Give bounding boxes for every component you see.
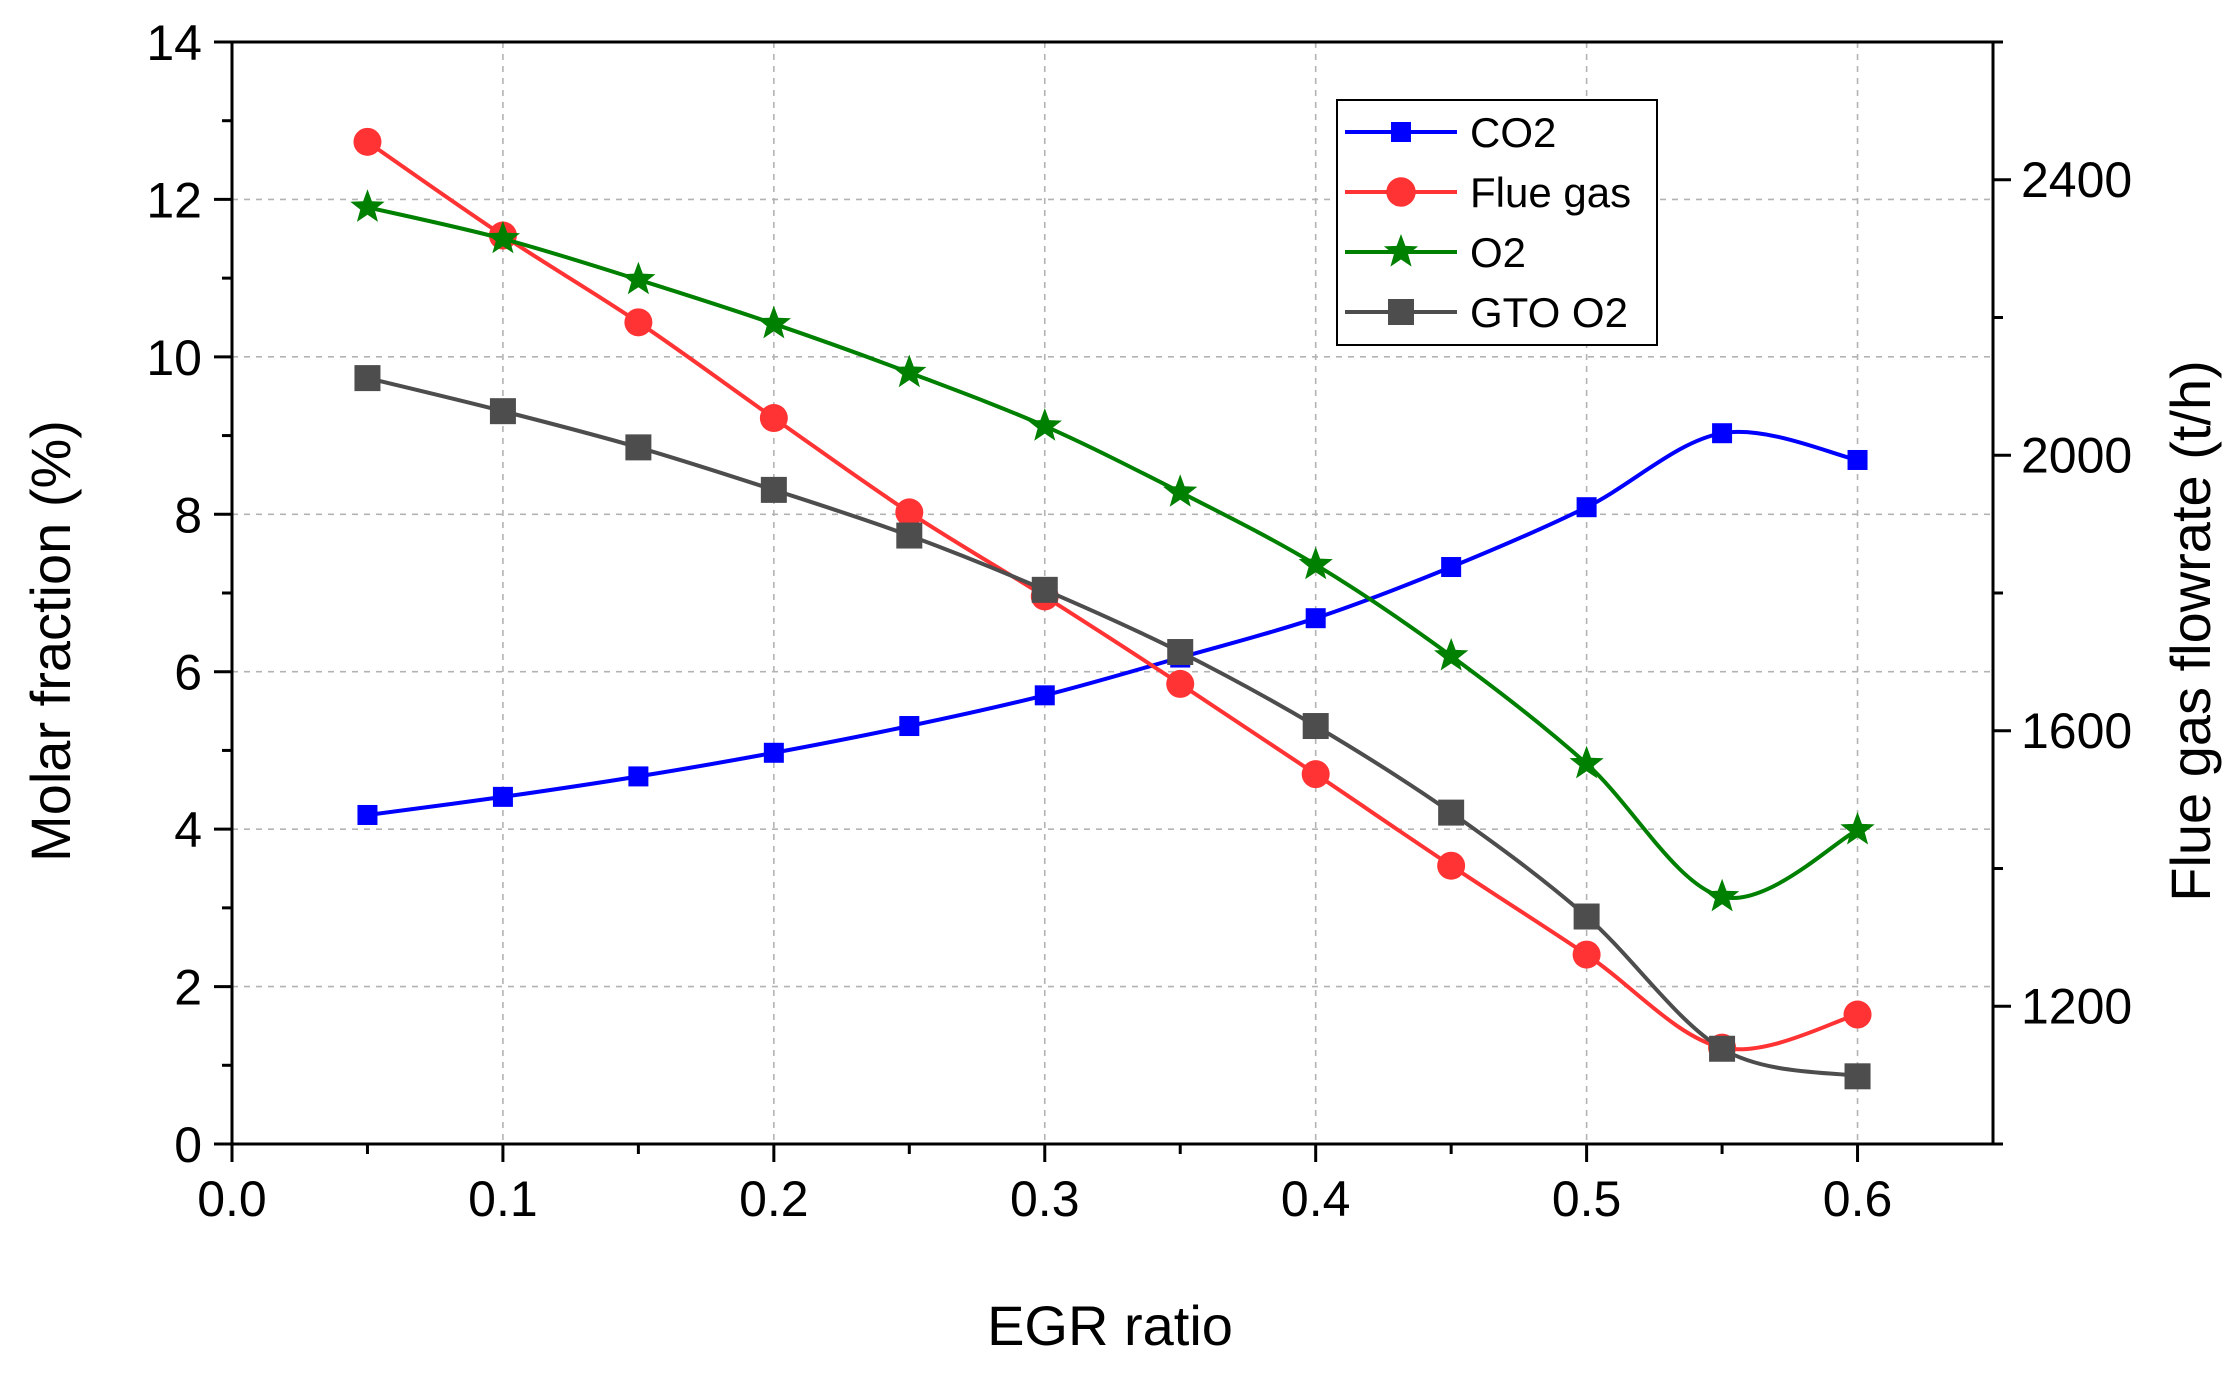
data-point-flue-gas [1572, 940, 1601, 969]
data-point-o2 [892, 354, 927, 388]
data-point-gto-o2 [760, 476, 787, 503]
data-point-flue-gas [624, 308, 653, 337]
data-point-gto-o2 [1167, 639, 1194, 666]
x-tick-label: 0.1 [468, 1171, 538, 1227]
axes-layer: 0.0 0.1 0.2 0.3 0.4 0.5 0.6 0 2 4 6 8 10 12 14 1200 1600… [146, 15, 2132, 1227]
data-point-gto-o2 [1709, 1035, 1736, 1062]
data-point-co2 [1712, 423, 1733, 444]
data-point-co2 [1305, 608, 1326, 629]
y2-tick-label: 1600 [2021, 703, 2132, 759]
data-point-flue-gas [1301, 760, 1330, 789]
series-o2 [350, 189, 1875, 912]
data-point-o2 [350, 189, 385, 222]
series-co2 [357, 423, 1868, 825]
data-point-o2 [1434, 638, 1469, 671]
series-line-co2 [367, 429, 1858, 817]
y2-tick-label: 2000 [2021, 427, 2132, 483]
legend-label-gto-o2: GTO O2 [1470, 289, 1628, 336]
y-tick-label: 6 [174, 645, 202, 701]
legend-label-o2: O2 [1470, 229, 1526, 276]
data-point-co2 [1441, 557, 1462, 578]
data-point-co2 [628, 766, 649, 787]
y2-axis-title: Flue gas flowrate (t/h) [2159, 360, 2222, 902]
x-tick-label: 0.4 [1281, 1171, 1351, 1227]
series-line-gto-o2 [367, 376, 1858, 1079]
data-point-co2 [1034, 685, 1055, 706]
x-tick-label: 0.5 [1552, 1171, 1622, 1227]
data-point-o2 [1298, 546, 1333, 580]
legend-marker-flue-gas [1386, 177, 1416, 207]
data-point-co2 [492, 786, 513, 807]
data-point-flue-gas [353, 127, 382, 156]
data-point-gto-o2 [896, 522, 923, 549]
y2-tick-label: 1200 [2021, 978, 2132, 1034]
data-point-o2 [1840, 811, 1875, 845]
data-point-gto-o2 [1302, 713, 1329, 740]
data-point-co2 [899, 716, 920, 737]
data-point-gto-o2 [354, 365, 381, 392]
y-axis-title: Molar fraction (%) [19, 420, 82, 862]
data-point-flue-gas [1166, 669, 1195, 698]
data-point-o2 [1163, 474, 1198, 507]
legend-label-flue-gas: Flue gas [1470, 169, 1631, 216]
data-point-o2 [621, 261, 656, 295]
y2-tick-label: 2400 [2021, 152, 2132, 208]
y-tick-label: 4 [174, 802, 202, 858]
series-layer [350, 127, 1875, 1090]
data-point-flue-gas [1437, 851, 1466, 880]
y-tick-label: 10 [146, 330, 202, 386]
legend-marker-co2 [1391, 122, 1411, 142]
y-tick-label: 2 [174, 960, 202, 1016]
legend-label-co2: CO2 [1470, 109, 1556, 156]
data-point-gto-o2 [1438, 799, 1465, 826]
series-line-flue-gas [366, 140, 1859, 1052]
data-point-flue-gas [759, 404, 788, 433]
grid-layer [232, 42, 1993, 1144]
x-tick-label: 0.3 [1010, 1171, 1080, 1227]
data-point-gto-o2 [1573, 903, 1600, 930]
data-point-flue-gas [895, 498, 924, 527]
y-tick-label: 0 [174, 1117, 202, 1173]
x-tick-label: 0.2 [739, 1171, 809, 1227]
data-point-o2 [1027, 408, 1062, 441]
legend-marker-gto-o2 [1388, 299, 1414, 325]
x-axis-title: EGR ratio [987, 1294, 1233, 1357]
data-point-o2 [485, 220, 520, 254]
data-point-co2 [763, 742, 784, 763]
data-point-gto-o2 [1031, 576, 1058, 603]
data-point-gto-o2 [489, 398, 516, 425]
x-tick-label: 0.6 [1823, 1171, 1893, 1227]
data-point-o2 [756, 305, 791, 339]
data-point-gto-o2 [1844, 1063, 1871, 1090]
y-tick-label: 8 [174, 487, 202, 543]
y-tick-label: 12 [146, 172, 202, 228]
legend: CO2 Flue gas O2 GTO O2 [1336, 99, 1658, 346]
data-point-co2 [1847, 449, 1868, 470]
y-tick-label: 14 [146, 15, 202, 71]
data-point-o2 [1569, 745, 1604, 779]
data-point-o2 [1705, 878, 1740, 912]
legend-marker-o2 [1383, 234, 1419, 267]
data-point-gto-o2 [625, 434, 652, 461]
data-point-flue-gas [1843, 1000, 1872, 1029]
x-tick-label: 0.0 [197, 1171, 267, 1227]
series-gto-o2 [354, 365, 1871, 1090]
data-point-co2 [357, 804, 378, 825]
data-point-co2 [1576, 497, 1597, 518]
